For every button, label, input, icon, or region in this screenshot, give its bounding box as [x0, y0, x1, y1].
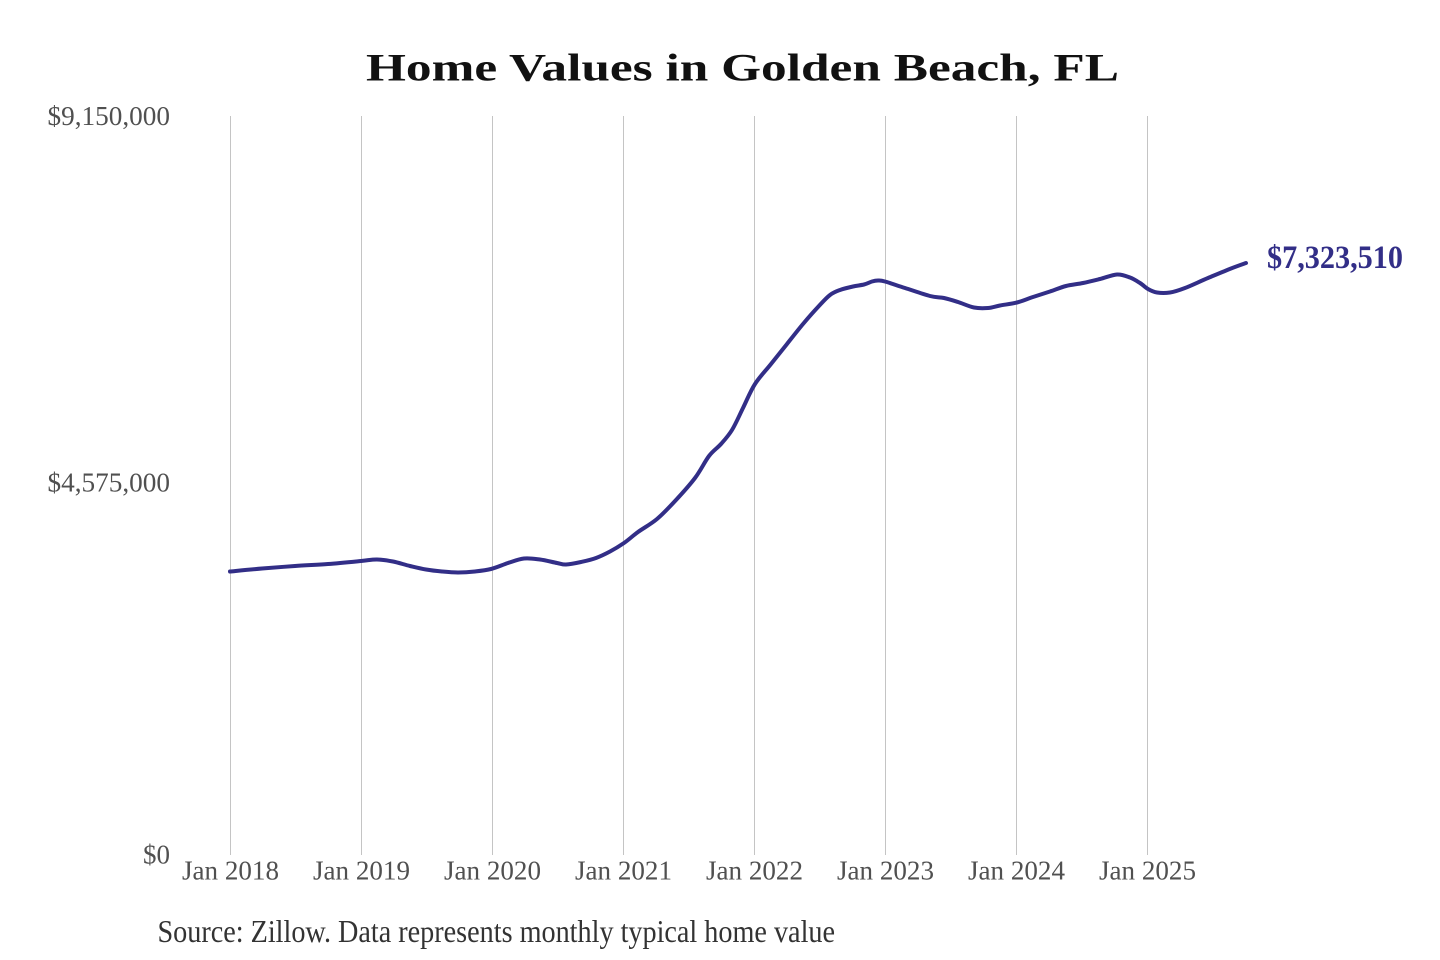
svg-text:Jan 2018: Jan 2018	[182, 856, 279, 886]
svg-text:$7,323,510: $7,323,510	[1267, 240, 1403, 276]
svg-text:$0: $0	[143, 840, 170, 870]
svg-text:Jan 2025: Jan 2025	[1099, 856, 1196, 886]
svg-text:Jan 2021: Jan 2021	[575, 856, 672, 886]
svg-text:Home Values in Golden Beach, F: Home Values in Golden Beach, FL	[366, 47, 1119, 90]
svg-text:Jan 2022: Jan 2022	[706, 856, 803, 886]
svg-text:Source: Zillow. Data represent: Source: Zillow. Data represents monthly …	[158, 913, 836, 949]
svg-text:Jan 2019: Jan 2019	[313, 856, 410, 886]
svg-text:Jan 2023: Jan 2023	[837, 856, 934, 886]
svg-text:$4,575,000: $4,575,000	[48, 468, 171, 498]
svg-text:$9,150,000: $9,150,000	[48, 101, 171, 131]
svg-text:Jan 2024: Jan 2024	[968, 856, 1065, 886]
svg-text:Jan 2020: Jan 2020	[444, 856, 541, 886]
